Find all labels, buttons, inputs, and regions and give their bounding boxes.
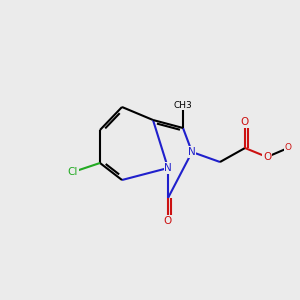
Text: N: N bbox=[164, 163, 172, 173]
Text: Cl: Cl bbox=[68, 167, 78, 177]
Text: O: O bbox=[284, 143, 292, 152]
Text: O: O bbox=[263, 152, 271, 162]
Text: CH3: CH3 bbox=[174, 100, 192, 109]
Text: O: O bbox=[241, 117, 249, 127]
Text: O: O bbox=[164, 216, 172, 226]
Text: N: N bbox=[188, 147, 196, 157]
